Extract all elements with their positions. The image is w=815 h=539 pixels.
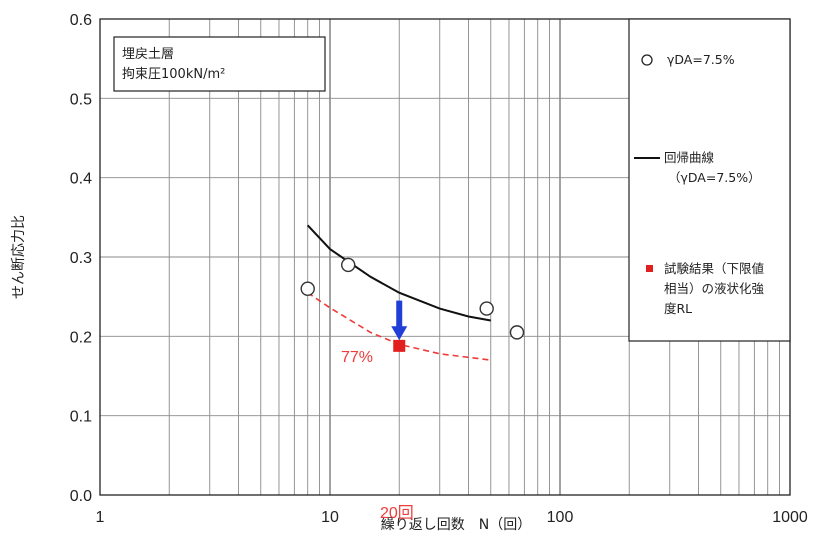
lower-bound-dashed-curve [307, 292, 491, 361]
legend-item-3-label-line1: 試験結果（下限値 [664, 261, 764, 276]
annotation-line-1: 埋戻土層 [122, 47, 174, 62]
annotation-line-2: 拘束圧100kN/m² [122, 67, 225, 82]
y-tick-label: 0.4 [70, 171, 92, 188]
y-tick-label: 0.5 [70, 91, 92, 108]
x-tick-label: 1000 [772, 509, 808, 526]
down-arrow-shaft [396, 300, 403, 329]
y-tick-label: 0.2 [70, 329, 92, 346]
series-layer [300, 224, 525, 361]
x-axis-title: 繰り返し回数 N（回） [381, 517, 531, 533]
y-tick-label: 0.1 [70, 409, 92, 426]
legend: γDA=7.5% 回帰曲線 （γDA=7.5%） 試験結果（下限値 相当）の液状… [628, 18, 791, 342]
data-point-open-circle [509, 325, 525, 340]
y-tick-label: 0.0 [70, 488, 92, 505]
y-axis-title: せん断応力比 [11, 215, 27, 299]
cycles-label: 20回 [380, 505, 414, 522]
data-point-open-circle [300, 281, 315, 296]
x-tick-label: 10 [321, 509, 339, 526]
legend-item-3-label-line2: 相当）の液状化強 [664, 281, 765, 296]
data-point-open-circle [341, 257, 356, 273]
ratio-label: 77% [341, 349, 373, 366]
x-tick-label: 1 [96, 509, 105, 526]
legend-item-2-label-line2: （γDA=7.5%） [668, 170, 761, 185]
legend-red-square-marker [646, 265, 653, 272]
legend-item-3-label-line3: 度RL [664, 301, 692, 316]
down-arrow-head [391, 326, 408, 341]
y-tick-label: 0.3 [70, 250, 92, 267]
y-tick-labels: 0.0 0.1 0.2 0.3 0.4 0.5 0.6 [70, 12, 92, 505]
legend-item-2-label-line1: 回帰曲線 [664, 150, 715, 165]
x-tick-labels: 1 10 100 1000 [96, 509, 808, 526]
x-tick-label: 100 [547, 509, 574, 526]
y-tick-label: 0.6 [70, 12, 92, 29]
data-point-open-circle [479, 301, 494, 316]
annotation-box: 埋戻土層 拘束圧100kN/m² [113, 36, 326, 92]
legend-open-circle-marker [641, 54, 653, 66]
regression-curve [306, 224, 491, 322]
legend-item-1-label: γDA=7.5% [667, 52, 735, 67]
data-point-red-square [393, 339, 406, 352]
